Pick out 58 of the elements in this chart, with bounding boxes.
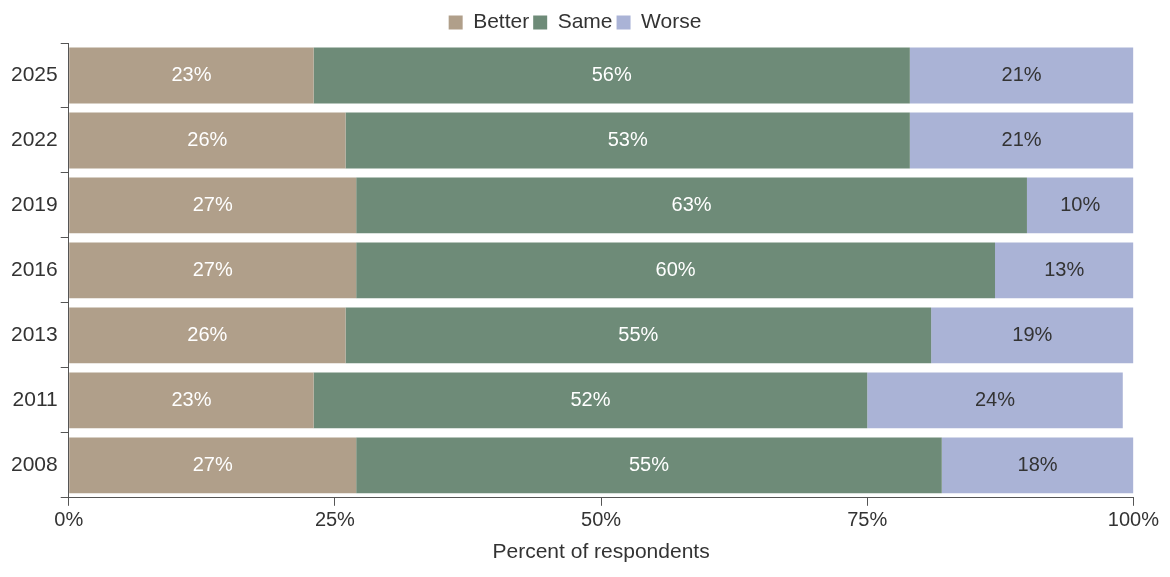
data-label: 10% <box>1060 192 1101 215</box>
x-tick-label: 0% <box>54 508 84 531</box>
legend-label: Worse <box>641 9 702 33</box>
bar <box>69 177 357 234</box>
data-label: 53% <box>607 127 648 150</box>
bar <box>909 47 1134 104</box>
data-label: 21% <box>1001 63 1042 85</box>
data-label: 55% <box>618 322 659 345</box>
bar <box>356 177 1027 234</box>
data-label: 23% <box>171 63 212 85</box>
x-tick-label: 75% <box>847 508 888 531</box>
legend-label: Better <box>473 9 530 33</box>
y-tick-label: 2019 <box>11 192 58 216</box>
data-label: 26% <box>187 322 228 345</box>
legend-label: Same <box>557 9 613 33</box>
data-label: 27% <box>192 192 233 215</box>
data-label: 21% <box>1001 127 1042 150</box>
bar <box>69 242 357 299</box>
bar <box>345 307 932 364</box>
bar <box>1026 177 1134 234</box>
data-label: 56% <box>591 63 632 85</box>
bar <box>69 47 314 104</box>
bar <box>356 242 996 299</box>
x-axis-title: Percent of respondents <box>492 539 710 563</box>
bar <box>313 372 868 429</box>
y-tick-label: 2025 <box>11 62 58 86</box>
data-label: 27% <box>192 452 233 475</box>
bar <box>345 112 910 169</box>
data-label: 27% <box>192 257 233 280</box>
y-tick-label: 2011 <box>12 387 58 411</box>
data-label: 63% <box>671 192 712 215</box>
y-tick-label: 2016 <box>11 257 58 281</box>
data-label: 13% <box>1044 257 1085 280</box>
bar <box>941 437 1134 494</box>
data-label: 18% <box>1017 452 1058 475</box>
data-label: 52% <box>570 387 611 410</box>
bar <box>313 47 910 104</box>
data-label: 19% <box>1012 322 1053 345</box>
data-label: 24% <box>975 387 1016 410</box>
bar <box>69 437 357 494</box>
data-label: 55% <box>628 452 670 475</box>
x-tick-label: 50% <box>581 508 622 531</box>
bar <box>909 112 1134 169</box>
data-label: 26% <box>187 127 228 150</box>
bar <box>995 242 1134 299</box>
bar <box>69 372 314 429</box>
x-tick-label: 100% <box>1107 508 1160 531</box>
data-label: 23% <box>171 387 212 410</box>
y-tick-label: 2008 <box>11 452 58 476</box>
x-tick-label: 25% <box>314 508 356 531</box>
bar <box>356 437 942 494</box>
bar <box>867 372 1123 429</box>
bar <box>69 112 346 169</box>
y-tick-label: 2022 <box>11 127 58 151</box>
bar <box>931 307 1134 364</box>
y-tick-label: 2013 <box>11 322 58 346</box>
bar <box>69 307 346 364</box>
data-label: 60% <box>655 257 696 280</box>
